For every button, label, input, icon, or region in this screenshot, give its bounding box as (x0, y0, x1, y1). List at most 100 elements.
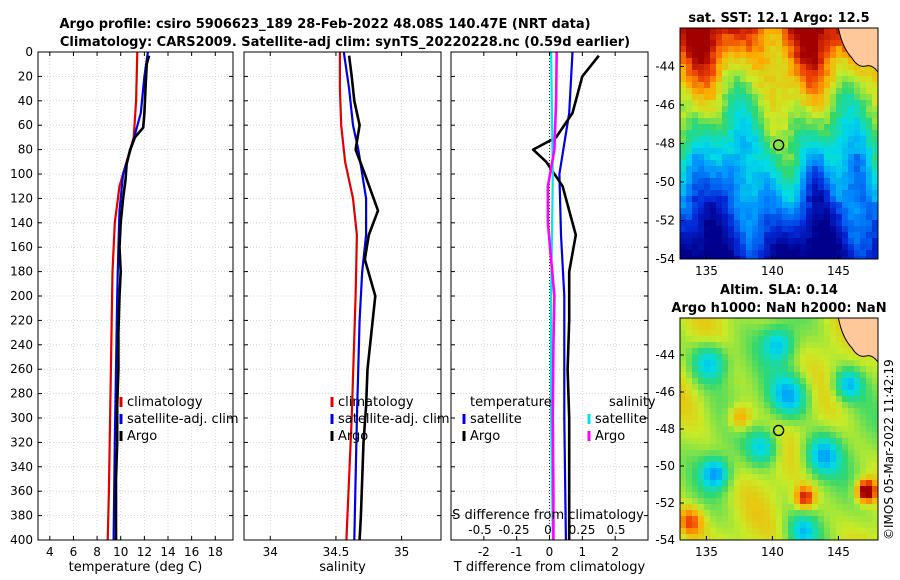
map-cell (704, 58, 711, 65)
map-cell (704, 378, 711, 385)
map-cell (734, 414, 741, 421)
map-cell (782, 438, 789, 445)
map-cell (704, 462, 711, 469)
map-cell (872, 238, 878, 245)
map-cell (866, 492, 873, 499)
map-cell (872, 130, 878, 137)
map-cell (800, 534, 807, 540)
map-cell (794, 82, 801, 89)
map-cell (680, 58, 687, 65)
map-cell (806, 336, 813, 343)
map-cell (788, 166, 795, 173)
map-cell (866, 360, 873, 367)
map-cell (842, 444, 849, 451)
map-cell (806, 256, 813, 259)
map-cell (794, 244, 801, 251)
map-cell (866, 238, 873, 245)
map-cell (740, 432, 747, 439)
map-cell (776, 58, 783, 65)
map-cell (692, 336, 699, 343)
map-cell (746, 190, 753, 197)
map-cell (788, 390, 795, 397)
map-cell (686, 238, 693, 245)
map-cell (782, 106, 789, 113)
map-cell (728, 414, 735, 421)
map-cell (860, 118, 867, 125)
map-cell (746, 34, 753, 41)
map-cell (764, 112, 771, 119)
map-cell (872, 148, 878, 155)
map-cell (752, 456, 759, 463)
map-cell (806, 456, 813, 463)
legend-label: satellite-adj. clim (127, 412, 239, 427)
map-cell (794, 190, 801, 197)
map-cell (716, 214, 723, 221)
map-cell (776, 480, 783, 487)
map-cell (866, 226, 873, 233)
map-cell (758, 100, 765, 107)
map-cell (860, 420, 867, 427)
map-cell (764, 190, 771, 197)
map-cell (716, 462, 723, 469)
map-cell (866, 196, 873, 203)
map-cell (842, 378, 849, 385)
map-cell (722, 474, 729, 481)
map-cell (824, 522, 831, 529)
map-cell (710, 354, 717, 361)
map-cell (698, 390, 705, 397)
map-cell (872, 366, 878, 373)
map-cell (800, 76, 807, 83)
salinity-panel: 34 34.5 35salinityclimatologysatellite-adj… (243, 51, 450, 575)
map-cell (752, 390, 759, 397)
map-cell (692, 330, 699, 337)
map-cell (734, 384, 741, 391)
map-cell (764, 34, 771, 41)
map-cell (746, 510, 753, 517)
map-cell (776, 184, 783, 191)
map-cell (686, 184, 693, 191)
map-cell (728, 100, 735, 107)
map-cell (770, 528, 777, 535)
map-cell (734, 28, 741, 35)
map-cell (830, 468, 837, 475)
map-cell (686, 384, 693, 391)
map-cell (818, 378, 825, 385)
map-cell (848, 208, 855, 215)
map-cell (788, 190, 795, 197)
map-cell (854, 456, 861, 463)
map-cell (716, 88, 723, 95)
map-cell (710, 190, 717, 197)
map-cell (698, 106, 705, 113)
map-cell (698, 214, 705, 221)
map-cell (830, 522, 837, 529)
map-cell (752, 142, 759, 149)
map-cell (686, 202, 693, 209)
map-cell (836, 46, 843, 53)
map-cell (836, 462, 843, 469)
map-cell (812, 516, 819, 523)
map-cell (704, 366, 711, 373)
map-cell (686, 244, 693, 251)
map-cell (818, 160, 825, 167)
map-cell (746, 244, 753, 251)
map-cell (818, 214, 825, 221)
map-cell (830, 318, 837, 325)
map-cell (764, 378, 771, 385)
map-cell (734, 432, 741, 439)
map-cell (800, 28, 807, 35)
map-cell (782, 220, 789, 227)
x-tick-label: 0 (546, 545, 554, 559)
map-cell (734, 172, 741, 179)
map-cell (698, 354, 705, 361)
map-cell (758, 58, 765, 65)
map-cell (794, 46, 801, 53)
map-cell (770, 432, 777, 439)
map-cell (788, 52, 795, 59)
map-cell (794, 396, 801, 403)
map-cell (692, 214, 699, 221)
map-cell (704, 408, 711, 415)
map-cell (752, 184, 759, 191)
map-cell (716, 498, 723, 505)
map-cell (860, 226, 867, 233)
